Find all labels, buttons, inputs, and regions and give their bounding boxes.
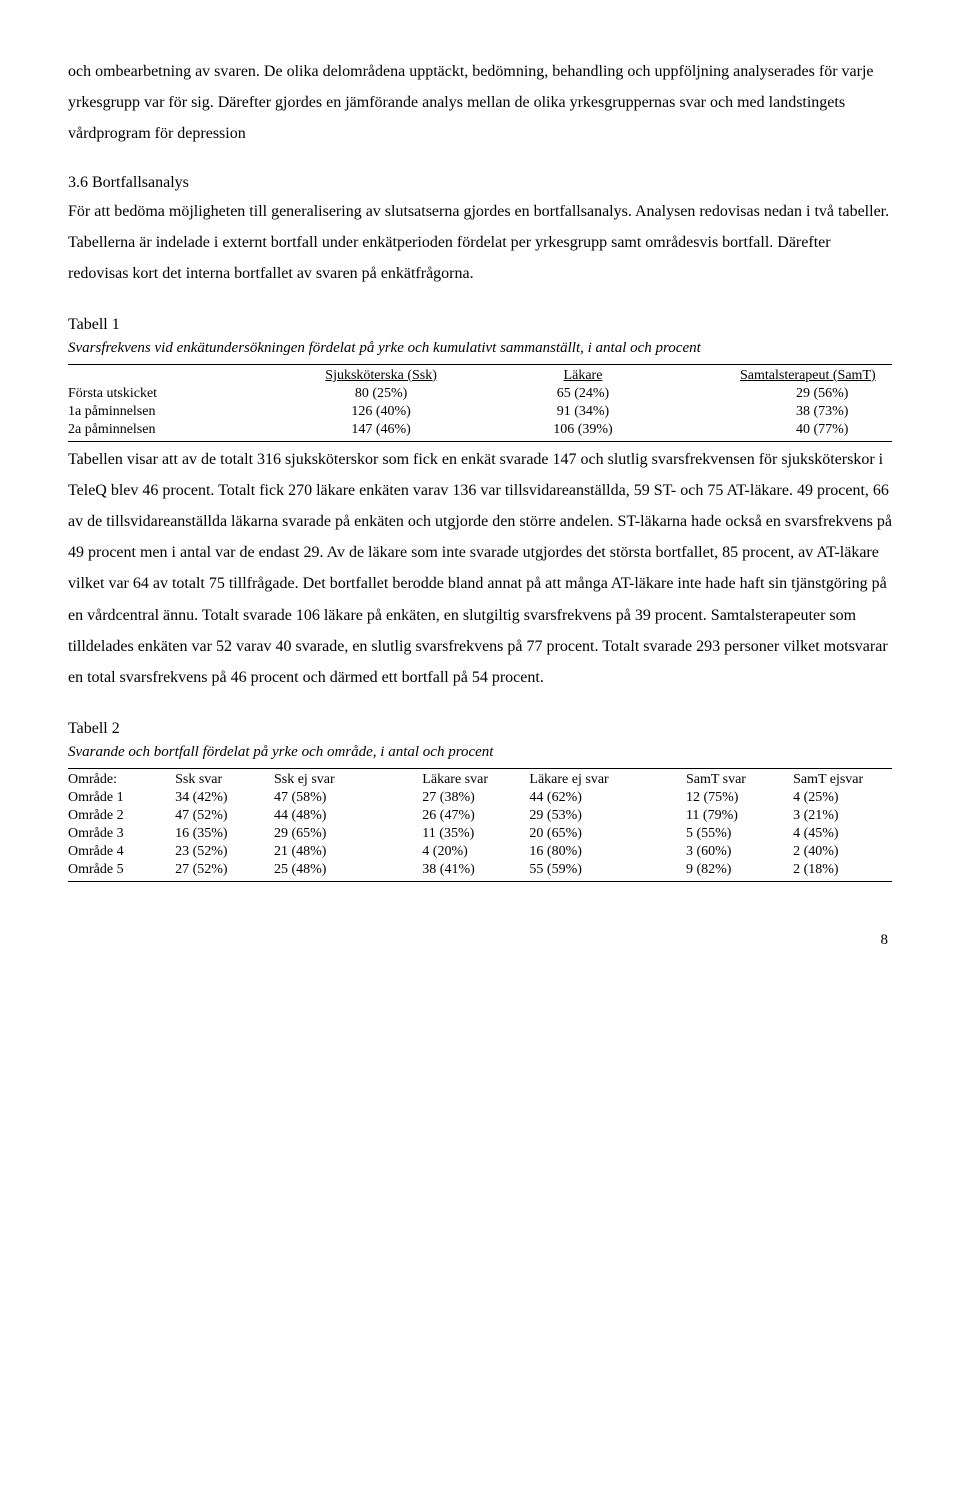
t2-r2c1: 16 (35%) [175, 825, 274, 843]
table-row: Första utskicket 80 (25%) 65 (24%) 29 (5… [68, 385, 892, 403]
t2-r4c5: 9 (82%) [686, 861, 793, 879]
t2-r4c0: Område 5 [68, 861, 175, 879]
table2-caption: Svarande och bortfall fördelat på yrke o… [68, 741, 892, 764]
table1-h2: Läkare [480, 367, 686, 385]
intro-paragraph: och ombearbetning av svaren. De olika de… [68, 56, 892, 150]
t2-r3c1: 23 (52%) [175, 843, 274, 861]
t2-r4c2: 25 (48%) [274, 861, 422, 879]
table-row: Område 2 47 (52%) 44 (48%) 26 (47%) 29 (… [68, 807, 892, 825]
t1-r2c1: 147 (46%) [282, 421, 480, 439]
discussion-paragraph: Tabellen visar att av de totalt 316 sjuk… [68, 444, 892, 694]
t2-h1: Ssk svar [175, 771, 274, 789]
t2-h4: Läkare ej svar [529, 771, 686, 789]
t2-r3c5: 3 (60%) [686, 843, 793, 861]
table1-h1: Sjuksköterska (Ssk) [282, 367, 480, 385]
t2-r4c6: 2 (18%) [793, 861, 892, 879]
t2-r2c6: 4 (45%) [793, 825, 892, 843]
table-row: Område 1 34 (42%) 47 (58%) 27 (38%) 44 (… [68, 789, 892, 807]
t1-r1c0: 1a påminnelsen [68, 403, 282, 421]
t2-r0c5: 12 (75%) [686, 789, 793, 807]
t2-r0c6: 4 (25%) [793, 789, 892, 807]
t2-h0: Område: [68, 771, 175, 789]
t2-r4c3: 38 (41%) [422, 861, 529, 879]
table2-header-row: Område: Ssk svar Ssk ej svar Läkare svar… [68, 771, 892, 789]
t1-r2c2: 106 (39%) [480, 421, 686, 439]
t2-r0c3: 27 (38%) [422, 789, 529, 807]
table1: Sjuksköterska (Ssk) Läkare Samtalsterape… [68, 367, 892, 439]
t1-r2c0: 2a påminnelsen [68, 421, 282, 439]
t2-r1c4: 29 (53%) [529, 807, 686, 825]
t2-r4c4: 55 (59%) [529, 861, 686, 879]
t2-r2c4: 20 (65%) [529, 825, 686, 843]
t1-r0c0: Första utskicket [68, 385, 282, 403]
t1-r2c3: 40 (77%) [686, 421, 892, 439]
table-row: Område 4 23 (52%) 21 (48%) 4 (20%) 16 (8… [68, 843, 892, 861]
table2-bottom-rule [68, 881, 892, 882]
t2-r1c3: 26 (47%) [422, 807, 529, 825]
t2-r1c5: 11 (79%) [686, 807, 793, 825]
t2-r3c4: 16 (80%) [529, 843, 686, 861]
t2-r0c4: 44 (62%) [529, 789, 686, 807]
t2-r2c2: 29 (65%) [274, 825, 422, 843]
t2-r2c3: 11 (35%) [422, 825, 529, 843]
page-number: 8 [68, 932, 892, 949]
t1-r1c2: 91 (34%) [480, 403, 686, 421]
t2-h5: SamT svar [686, 771, 793, 789]
table1-h3: Samtalsterapeut (SamT) [686, 367, 892, 385]
t1-r1c3: 38 (73%) [686, 403, 892, 421]
table-row: 1a påminnelsen 126 (40%) 91 (34%) 38 (73… [68, 403, 892, 421]
t1-r0c2: 65 (24%) [480, 385, 686, 403]
table1-h0 [68, 367, 282, 385]
t2-r1c0: Område 2 [68, 807, 175, 825]
t2-r1c2: 44 (48%) [274, 807, 422, 825]
t2-r3c0: Område 4 [68, 843, 175, 861]
table2: Område: Ssk svar Ssk ej svar Läkare svar… [68, 771, 892, 879]
t2-h6: SamT ejsvar [793, 771, 892, 789]
table2-title: Tabell 2 [68, 717, 892, 741]
t2-r3c2: 21 (48%) [274, 843, 422, 861]
section-3-6-paragraph: För att bedöma möjligheten till generali… [68, 196, 892, 290]
t2-r0c1: 34 (42%) [175, 789, 274, 807]
t2-h2: Ssk ej svar [274, 771, 422, 789]
t2-r4c1: 27 (52%) [175, 861, 274, 879]
table-row: 2a påminnelsen 147 (46%) 106 (39%) 40 (7… [68, 421, 892, 439]
section-3-6-heading: 3.6 Bortfallsanalys [68, 174, 892, 192]
table1-top-rule [68, 364, 892, 365]
t2-h3: Läkare svar [422, 771, 529, 789]
t2-r2c0: Område 3 [68, 825, 175, 843]
t1-r0c1: 80 (25%) [282, 385, 480, 403]
table1-bottom-rule [68, 441, 892, 442]
t1-r1c1: 126 (40%) [282, 403, 480, 421]
table-row: Område 5 27 (52%) 25 (48%) 38 (41%) 55 (… [68, 861, 892, 879]
table2-top-rule [68, 768, 892, 769]
t2-r0c2: 47 (58%) [274, 789, 422, 807]
t2-r3c3: 4 (20%) [422, 843, 529, 861]
table1-header-row: Sjuksköterska (Ssk) Läkare Samtalsterape… [68, 367, 892, 385]
table1-caption: Svarsfrekvens vid enkätundersökningen fö… [68, 337, 892, 360]
table-row: Område 3 16 (35%) 29 (65%) 11 (35%) 20 (… [68, 825, 892, 843]
table1-title: Tabell 1 [68, 313, 892, 337]
t2-r0c0: Område 1 [68, 789, 175, 807]
t2-r3c6: 2 (40%) [793, 843, 892, 861]
t2-r1c1: 47 (52%) [175, 807, 274, 825]
t1-r0c3: 29 (56%) [686, 385, 892, 403]
t2-r2c5: 5 (55%) [686, 825, 793, 843]
t2-r1c6: 3 (21%) [793, 807, 892, 825]
